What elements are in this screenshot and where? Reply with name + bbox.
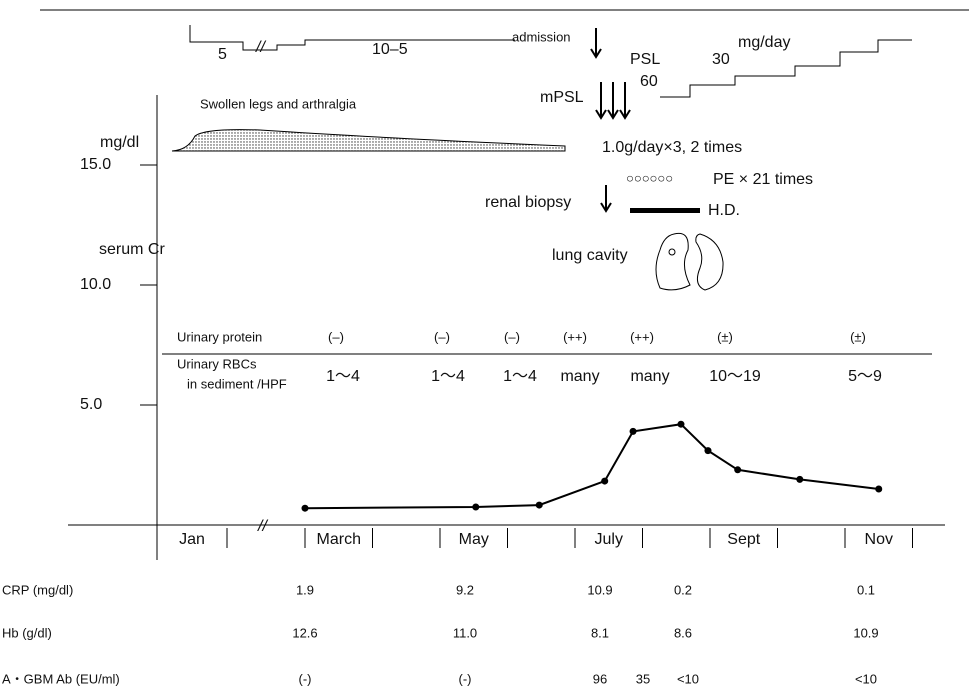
point — [704, 447, 712, 455]
x-tick-label: May — [459, 531, 489, 548]
admission: admission — [512, 29, 571, 44]
point — [677, 420, 685, 428]
table-cell: 9.2 — [456, 582, 474, 597]
row-label: Hb (g/dl) — [2, 625, 52, 640]
psl: PSL — [630, 51, 660, 68]
table-cell: 8.1 — [591, 625, 609, 640]
urinary-rbc: 5～9 — [848, 368, 882, 385]
urinary-protein: (–) — [434, 329, 450, 344]
break: // — [255, 39, 266, 56]
table-cell: 0.2 — [674, 582, 692, 597]
urinary-protein-label: Urinary protein — [177, 329, 262, 344]
symptoms: Swollen legs and arthralgia — [200, 96, 357, 111]
table-cell: 8.6 — [674, 625, 692, 640]
x-tick-label: Sept — [727, 531, 760, 548]
urinary-protein: (–) — [328, 329, 344, 344]
hd: H.D. — [708, 202, 740, 219]
row-label: A・GBM Ab (EU/ml) — [2, 671, 120, 686]
table-cell: <10 — [677, 671, 699, 686]
y-tick-label: 15.0 — [80, 156, 111, 173]
point — [875, 485, 883, 493]
table-cell: <10 — [855, 671, 877, 686]
urinary-protein: (±) — [850, 329, 866, 344]
urinary-rbc-sublabel: in sediment /HPF — [187, 376, 287, 391]
table-cell: 0.1 — [857, 582, 875, 597]
urinary-rbc: 1～4 — [326, 368, 360, 385]
x-tick-label: July — [595, 531, 623, 548]
urinary-rbc: 10～19 — [709, 368, 761, 385]
point — [629, 427, 637, 435]
urinary-rbc: 1～4 — [503, 368, 537, 385]
psl-line — [660, 39, 912, 98]
table-cell: (-) — [299, 671, 312, 686]
point — [472, 503, 480, 511]
steroid-line — [189, 25, 515, 51]
urinary-rbc-label: Urinary RBCs — [177, 356, 257, 371]
x-tick-label: Jan — [179, 531, 205, 548]
point — [601, 477, 609, 485]
y-unit: mg/dl — [100, 134, 139, 151]
pe-marks: ○○○○○○ — [626, 170, 673, 185]
urinary-protein: (–) — [504, 329, 520, 344]
table-cell: 1.9 — [296, 582, 314, 597]
dose: 10–5 — [372, 41, 408, 58]
urinary-rbc: many — [560, 368, 599, 385]
urinary-protein: (++) — [563, 329, 587, 344]
dose: 60 — [640, 73, 658, 90]
symptom-hump — [171, 129, 566, 152]
hd-bar — [630, 208, 700, 213]
table-cell: 12.6 — [292, 625, 317, 640]
dose: 30 — [712, 51, 730, 68]
x-tick-label: March — [317, 531, 361, 548]
y-tick-label: 10.0 — [80, 276, 111, 293]
point — [734, 466, 742, 474]
x-tick-label: Nov — [865, 531, 893, 548]
mpsl-dose: 1.0g/day×3, 2 times — [602, 139, 742, 156]
series-line — [304, 423, 879, 510]
table-cell: 10.9 — [853, 625, 878, 640]
pe: PE × 21 times — [713, 171, 813, 188]
table-cell: 11.0 — [453, 625, 477, 640]
table-cell: 10.9 — [587, 582, 612, 597]
lung-cavity: lung cavity — [552, 247, 628, 264]
table-cell: 35 — [636, 671, 650, 686]
dose: 5 — [218, 46, 227, 63]
point — [535, 501, 543, 509]
y-tick-label: 5.0 — [80, 396, 102, 413]
arrows — [590, 28, 631, 213]
row-label: CRP (mg/dl) — [2, 582, 73, 597]
renal-biopsy: renal biopsy — [485, 194, 571, 211]
break: // — [257, 518, 268, 535]
mpsl: mPSL — [540, 89, 584, 106]
point — [301, 504, 309, 512]
point — [796, 475, 804, 483]
table-cell: 96 — [593, 671, 607, 686]
urinary-rbc: 1～4 — [431, 368, 465, 385]
urinary-protein: (±) — [717, 329, 733, 344]
y-label: serum Cr — [99, 241, 165, 258]
lungs — [655, 232, 724, 291]
table-cell: (-) — [459, 671, 472, 686]
dose-unit: mg/day — [738, 34, 790, 51]
urinary-protein: (++) — [630, 329, 654, 344]
urinary-rbc: many — [630, 368, 669, 385]
